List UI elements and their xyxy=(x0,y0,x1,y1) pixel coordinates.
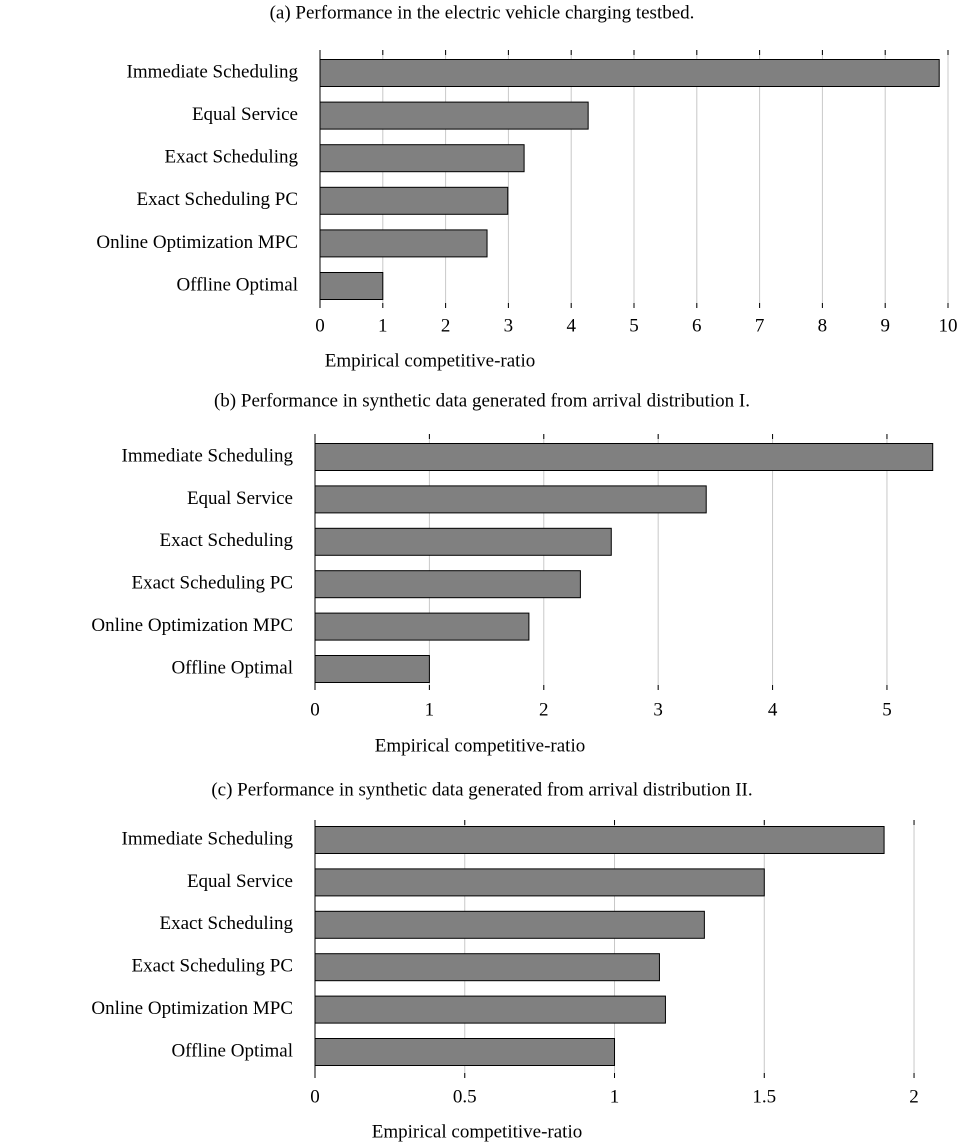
x-tick-label: 0 xyxy=(310,699,320,720)
x-tick-label: 1 xyxy=(378,315,388,336)
bar xyxy=(314,1038,616,1066)
x-tick-label: 5 xyxy=(629,315,639,336)
x-tick-label: 0 xyxy=(310,1086,320,1107)
x-tick-label: 2 xyxy=(909,1086,919,1107)
bar xyxy=(314,910,705,939)
bar xyxy=(319,272,384,300)
y-tick-label: Online Optimization MPC xyxy=(91,615,293,636)
x-tick-label: 5 xyxy=(882,699,892,720)
x-tick-label: 2 xyxy=(539,699,549,720)
bar xyxy=(319,229,488,258)
x-tick-label: 4 xyxy=(768,699,778,720)
y-tick-label: Online Optimization MPC xyxy=(96,232,298,253)
bar xyxy=(314,612,530,641)
bar xyxy=(314,443,934,471)
y-tick-label: Exact Scheduling PC xyxy=(137,189,298,210)
x-tick-label: 1 xyxy=(425,699,435,720)
bar xyxy=(314,826,885,854)
y-tick-label: Immediate Scheduling xyxy=(127,61,299,82)
y-tick-label: Exact Scheduling xyxy=(165,147,299,168)
bar xyxy=(314,527,612,556)
bar xyxy=(319,144,525,173)
x-axis-label: Empirical competitive-ratio xyxy=(372,1121,583,1142)
x-tick-label: 0.5 xyxy=(453,1086,477,1107)
chart-title: (c) Performance in synthetic data genera… xyxy=(211,779,752,800)
bar xyxy=(319,101,589,130)
y-tick-label: Exact Scheduling PC xyxy=(132,573,293,594)
x-tick-label: 1.5 xyxy=(752,1086,776,1107)
x-tick-label: 2 xyxy=(441,315,451,336)
bar xyxy=(319,186,509,215)
bar xyxy=(319,59,940,87)
y-tick-label: Immediate Scheduling xyxy=(122,828,294,849)
bar xyxy=(314,953,660,982)
x-tick-label: 0 xyxy=(315,315,325,336)
x-tick-label: 3 xyxy=(653,699,663,720)
x-tick-label: 6 xyxy=(692,315,702,336)
chart-title: (b) Performance in synthetic data genera… xyxy=(214,390,750,411)
bar xyxy=(314,485,707,514)
bar xyxy=(314,868,765,897)
x-tick-label: 8 xyxy=(818,315,828,336)
bar xyxy=(314,995,666,1024)
x-tick-label: 1 xyxy=(610,1086,620,1107)
x-axis-label: Empirical competitive-ratio xyxy=(375,735,586,756)
bar xyxy=(314,655,430,683)
y-tick-label: Online Optimization MPC xyxy=(91,998,293,1019)
y-tick-label: Equal Service xyxy=(187,488,293,509)
y-tick-label: Offline Optimal xyxy=(171,657,293,678)
x-tick-label: 3 xyxy=(504,315,514,336)
y-tick-label: Offline Optimal xyxy=(171,1040,293,1061)
x-tick-label: 9 xyxy=(880,315,890,336)
y-tick-label: Offline Optimal xyxy=(176,274,298,295)
y-tick-label: Equal Service xyxy=(187,871,293,892)
x-tick-label: 7 xyxy=(755,315,765,336)
y-tick-label: Exact Scheduling PC xyxy=(132,956,293,977)
y-tick-label: Immediate Scheduling xyxy=(122,445,294,466)
y-tick-label: Exact Scheduling xyxy=(160,913,294,934)
chart-title: (a) Performance in the electric vehicle … xyxy=(270,2,695,23)
x-axis-label: Empirical competitive-ratio xyxy=(325,350,536,371)
x-tick-label: 4 xyxy=(566,315,576,336)
bar xyxy=(314,570,581,599)
x-tick-label: 10 xyxy=(939,315,958,336)
y-tick-label: Equal Service xyxy=(192,104,298,125)
y-tick-label: Exact Scheduling xyxy=(160,530,294,551)
